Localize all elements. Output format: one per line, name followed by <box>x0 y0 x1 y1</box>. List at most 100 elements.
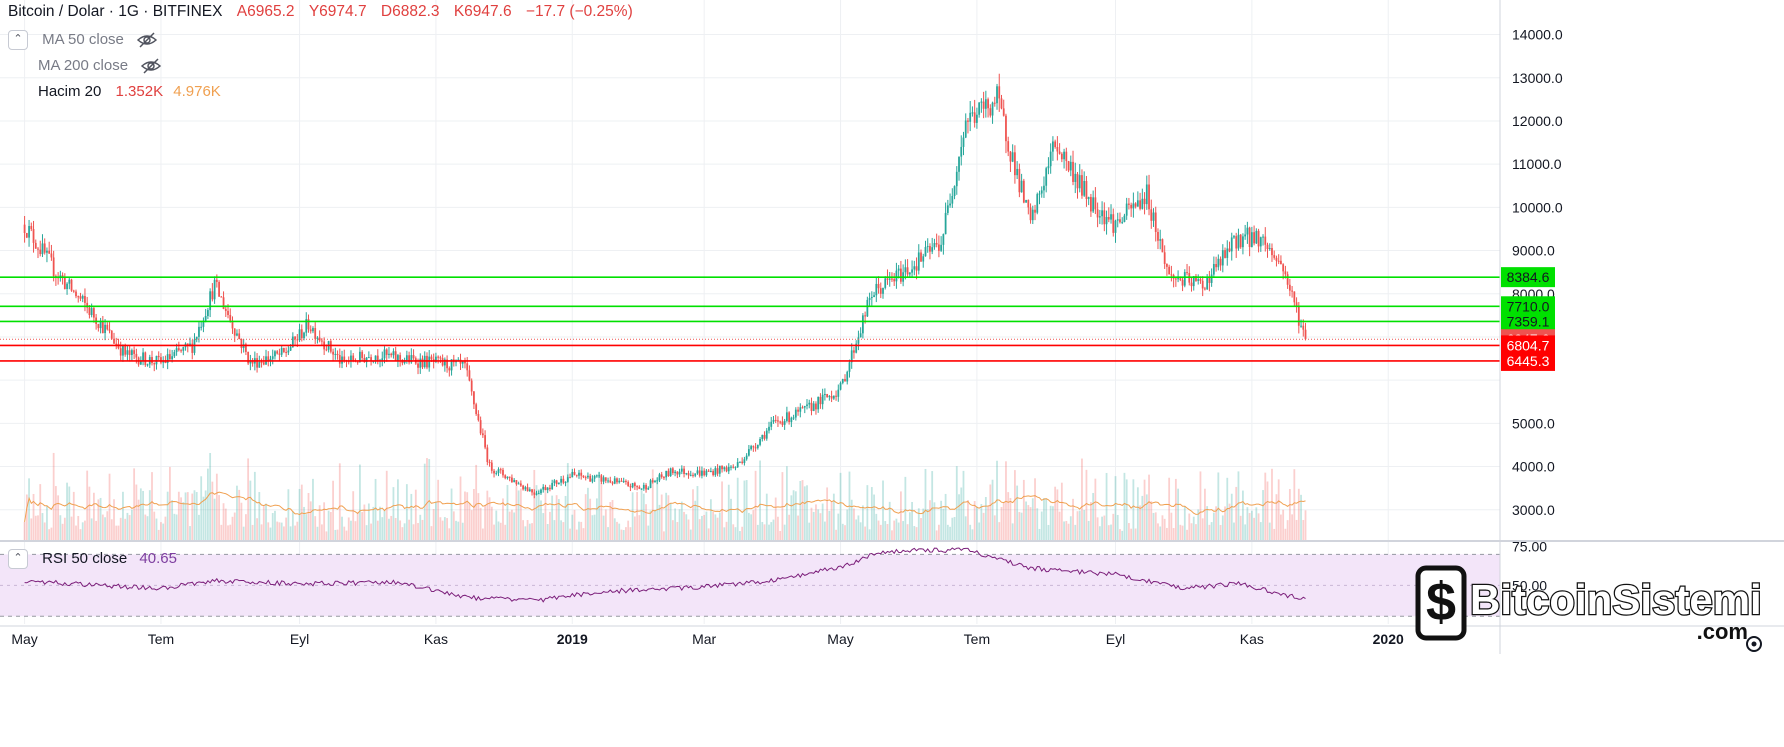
rsi-legend[interactable]: ⌃ RSI 50 close 40.65 <box>8 548 177 570</box>
candle-body <box>987 99 989 109</box>
candle-body <box>828 396 831 398</box>
volume-bar <box>933 502 936 540</box>
candle-body <box>450 359 453 371</box>
ma200-label: MA 200 close <box>38 57 129 74</box>
indicator-ma50[interactable]: ⌃ MA 50 close <box>8 29 158 51</box>
volume-bar <box>651 469 654 540</box>
candle-body <box>52 257 55 277</box>
candle-body <box>68 279 71 284</box>
candle <box>423 351 426 369</box>
volume-bar <box>562 522 565 540</box>
volume-bar <box>692 489 694 540</box>
candle <box>611 481 614 486</box>
eye-off-icon[interactable] <box>140 57 162 75</box>
candle-body <box>113 338 115 344</box>
candle <box>629 483 632 492</box>
candle-body <box>504 475 507 479</box>
candle <box>1065 147 1068 171</box>
volume-bar <box>654 509 656 540</box>
candle <box>204 308 207 323</box>
candle <box>1078 164 1081 193</box>
gear-icon[interactable] <box>1746 636 1762 652</box>
candle-body <box>920 252 922 262</box>
candle <box>305 312 308 337</box>
eye-off-icon[interactable] <box>136 31 158 49</box>
candle-body <box>511 477 513 482</box>
candle <box>1259 236 1262 252</box>
candle-body <box>1230 237 1233 252</box>
volume-bar <box>99 497 102 540</box>
candle-body <box>616 478 618 483</box>
candle-body <box>714 468 717 476</box>
volume-bar <box>701 515 703 540</box>
collapse-legend-button[interactable]: ⌃ <box>8 30 28 51</box>
candle-body <box>1217 258 1220 268</box>
candle-body <box>859 333 862 338</box>
candle-body <box>213 279 216 300</box>
symbol-title[interactable]: Bitcoin / Dolar · 1G · BITFINEX <box>8 3 223 20</box>
candle <box>249 354 252 371</box>
volume-bar <box>759 460 761 540</box>
candle-body <box>781 421 784 425</box>
volume-bar <box>663 531 665 540</box>
candle <box>777 416 779 427</box>
volume-bar <box>412 524 415 540</box>
candle <box>1288 278 1291 297</box>
volume-bar <box>1168 477 1171 540</box>
time-tick-label: May <box>827 631 853 647</box>
candle <box>902 264 905 287</box>
volume-bar <box>490 506 493 540</box>
candle <box>1094 187 1097 215</box>
candle-body <box>334 353 337 355</box>
candle <box>365 357 368 368</box>
candle-body <box>164 360 167 363</box>
volume-bar <box>148 490 151 540</box>
volume-bar <box>296 521 299 540</box>
volume-bar <box>739 531 741 540</box>
candle-body <box>307 319 310 330</box>
volume-bar <box>573 509 576 540</box>
candle <box>81 294 84 303</box>
candle <box>519 480 522 487</box>
candle <box>674 469 677 477</box>
candle-body <box>1286 274 1289 285</box>
candle <box>39 240 42 257</box>
candle-body <box>1031 209 1034 221</box>
rsi-collapse-button[interactable]: ⌃ <box>8 549 28 570</box>
candle-body <box>658 474 661 481</box>
volume-bar <box>435 501 437 540</box>
candle-body <box>826 394 829 398</box>
candle <box>944 202 947 235</box>
candle <box>1029 203 1032 224</box>
candle <box>665 470 668 481</box>
candle <box>933 238 936 250</box>
candle <box>68 276 71 290</box>
candle-body <box>133 350 136 354</box>
candle-body <box>365 357 368 363</box>
volume-bar <box>953 516 956 540</box>
volume-bar <box>122 491 124 540</box>
indicator-ma200[interactable]: MA 200 close <box>38 55 162 77</box>
candle <box>741 457 744 465</box>
candle-body <box>37 248 39 250</box>
candle <box>815 401 817 415</box>
volume-bar <box>808 522 811 540</box>
volume-bar <box>504 524 507 540</box>
volume-bar <box>1295 519 1298 540</box>
candle <box>714 466 717 477</box>
candle <box>267 351 270 367</box>
candle <box>651 478 654 484</box>
candle-body <box>356 361 359 363</box>
candle-body <box>685 473 688 475</box>
candle-body <box>142 352 144 362</box>
candle <box>893 273 896 286</box>
candle <box>1136 191 1139 207</box>
indicator-volume[interactable]: Hacim 20 1.352K 4.976K <box>38 81 221 103</box>
candle <box>1230 232 1233 261</box>
volume-bar <box>1116 514 1119 540</box>
volume-bar <box>1029 507 1032 540</box>
candle-body <box>926 246 929 248</box>
candle <box>1255 228 1258 244</box>
